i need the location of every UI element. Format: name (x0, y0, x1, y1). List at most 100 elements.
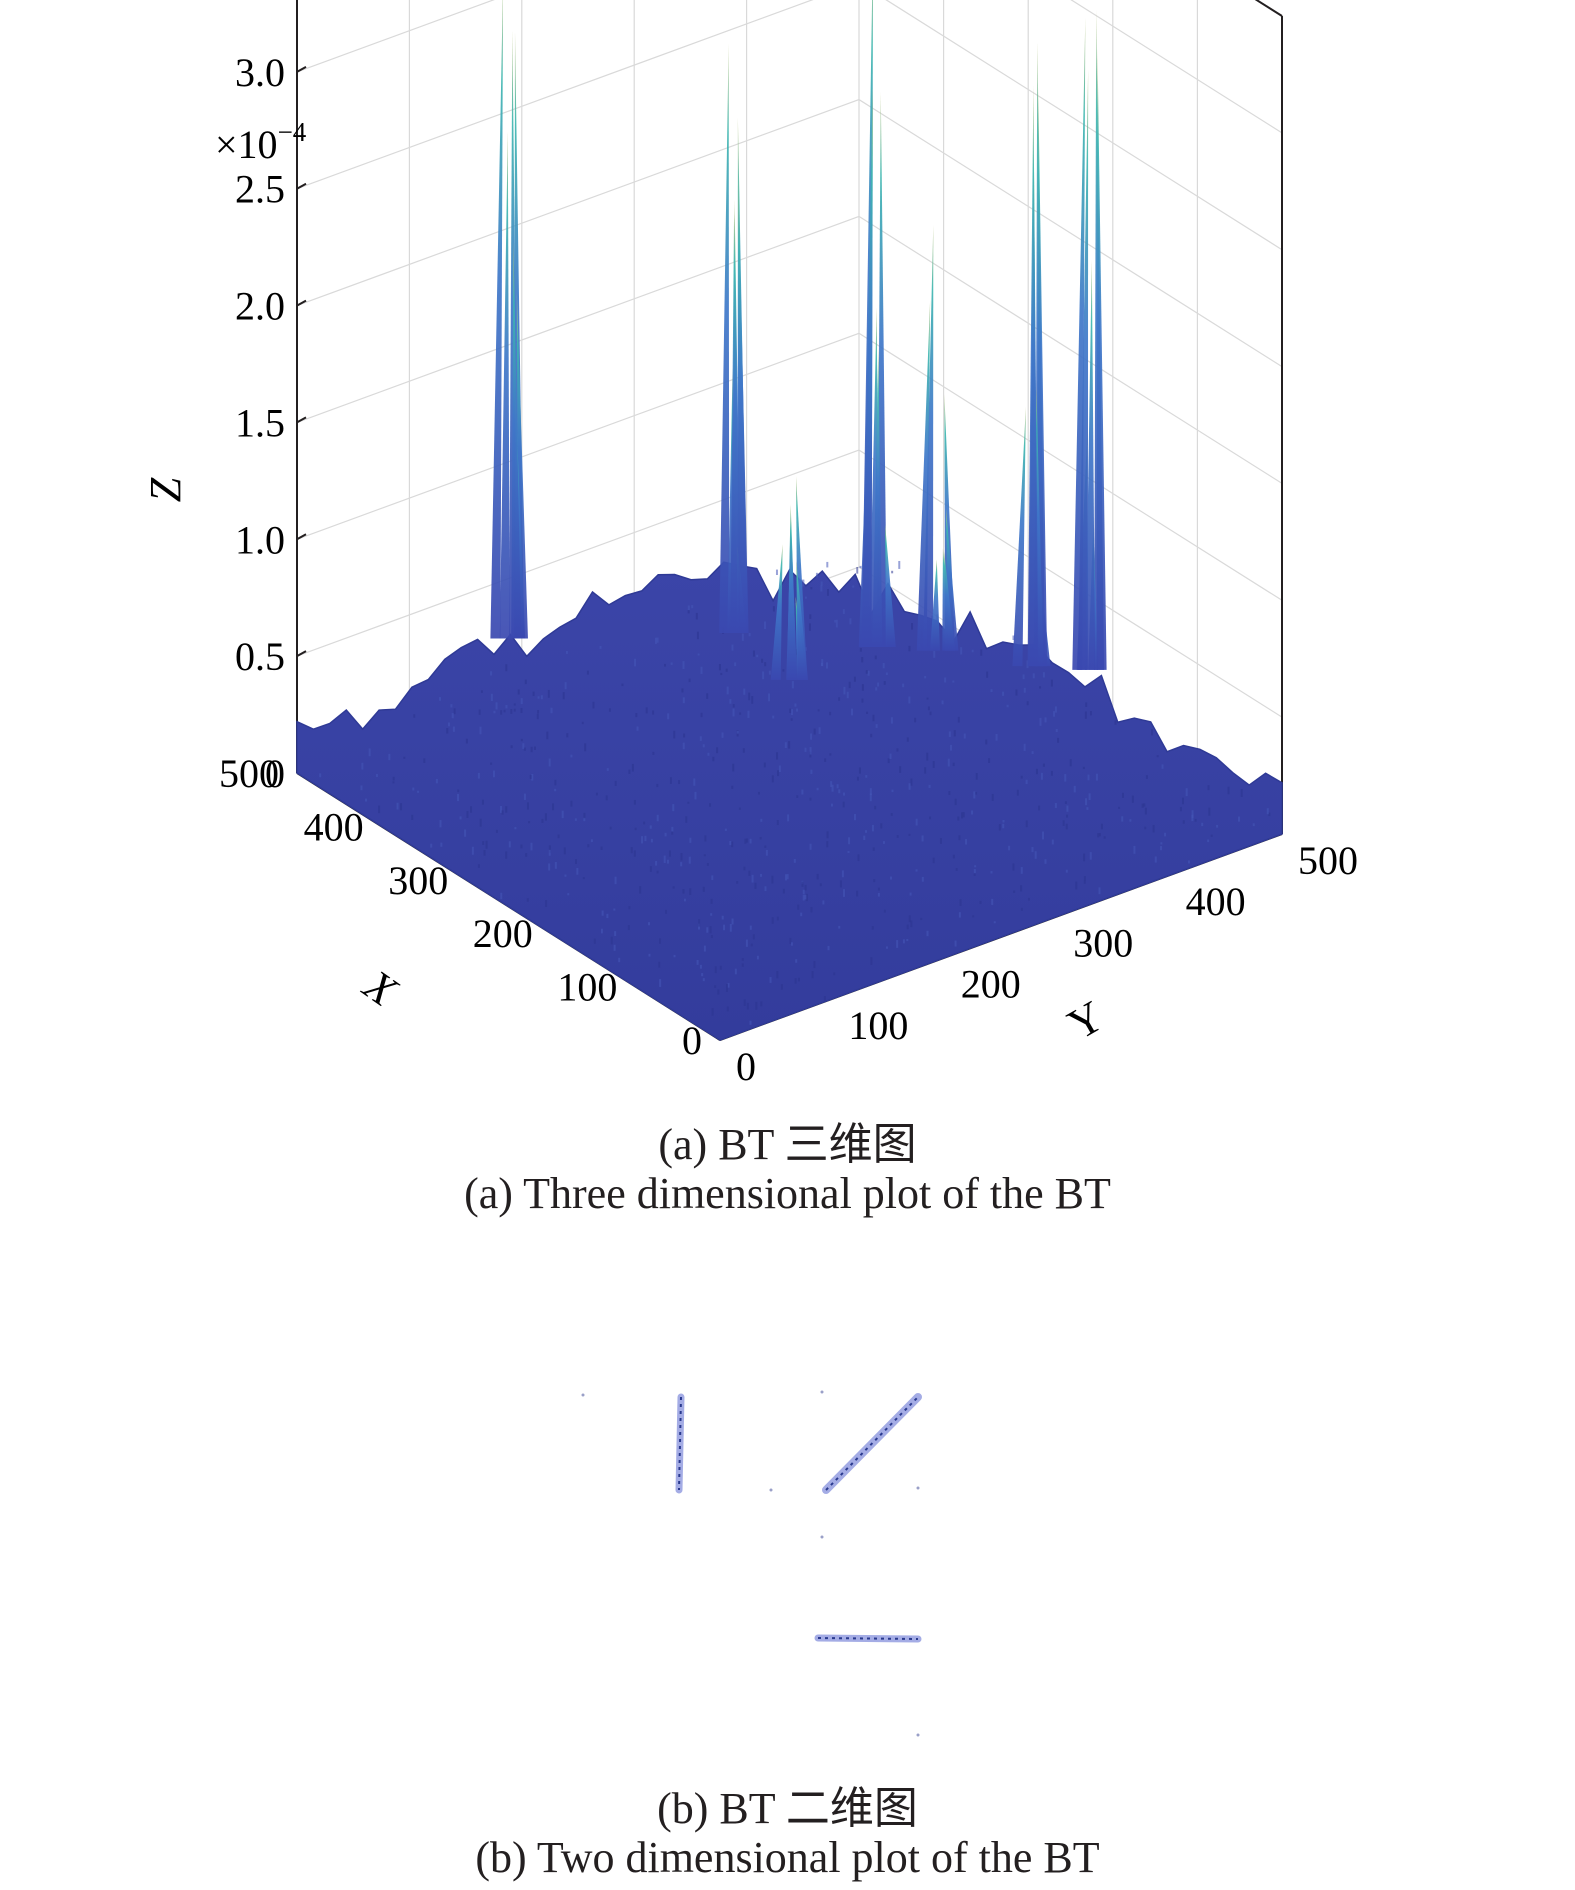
surface-noise (965, 839, 968, 845)
surface-noise (801, 881, 804, 887)
surface-noise (743, 999, 746, 1006)
bt-stray-dot (916, 1733, 920, 1737)
surface-noise (809, 614, 812, 619)
surface-noise (764, 845, 767, 848)
surface-noise (1042, 672, 1045, 678)
surface-noise (446, 728, 449, 734)
surface-noise (1088, 793, 1091, 800)
surface-noise (505, 806, 508, 813)
surface-noise (771, 775, 774, 783)
surface-noise (1145, 775, 1148, 779)
surface-noise (650, 838, 653, 843)
surface-noise (985, 739, 988, 745)
surface-noise (974, 865, 977, 868)
surface-noise (790, 709, 793, 716)
surface-noise (788, 741, 791, 749)
surface-noise (659, 938, 662, 944)
surface-noise (932, 761, 935, 768)
surface-noise (610, 936, 613, 945)
surface-noise (514, 827, 517, 830)
surface-noise (804, 884, 807, 891)
surface-noise (1042, 831, 1045, 840)
surface-noise (902, 683, 905, 688)
surface-noise (870, 957, 873, 965)
bt-stray-dot (769, 1488, 773, 1492)
surface-noise (809, 797, 812, 801)
surface-noise (483, 850, 486, 856)
surface-noise (687, 605, 690, 611)
surface-noise (495, 702, 498, 710)
surface-noise (816, 873, 819, 880)
surface-noise (576, 867, 579, 875)
surface-noise (808, 623, 811, 631)
surface-noise (741, 958, 744, 961)
surface-noise (874, 805, 877, 810)
surface-noise (929, 816, 932, 820)
surface-noise (929, 711, 932, 716)
surface-noise (490, 762, 493, 765)
surface-noise (652, 751, 655, 755)
surface-noise (1201, 822, 1204, 827)
surface-noise (958, 835, 961, 841)
z-tick-label: 0.5 (235, 634, 285, 679)
surface-noise (948, 791, 951, 795)
surface-noise (1121, 816, 1124, 822)
surface-noise (954, 798, 957, 806)
surface-noise (810, 906, 813, 913)
surface-noise (1191, 810, 1194, 819)
x-tick-label: 200 (473, 911, 533, 956)
surface-noise (648, 953, 651, 957)
surface-noise (724, 828, 727, 831)
peak-cluster (490, 0, 528, 639)
surface-noise (842, 801, 845, 808)
surface-noise (633, 850, 636, 857)
surface-noise (1020, 907, 1023, 911)
surface-noise (856, 567, 859, 574)
surface-noise (926, 697, 929, 700)
surface-noise (1144, 807, 1147, 815)
peak-spike (511, 241, 522, 639)
surface-noise (763, 762, 766, 768)
surface-noise (749, 1020, 752, 1025)
surface-noise (720, 672, 723, 676)
surface-noise (1098, 887, 1101, 895)
surface-noise (1154, 856, 1157, 863)
surface-noise (673, 954, 676, 958)
surface-noise (480, 690, 483, 693)
surface-noise (682, 697, 685, 704)
surface-noise (459, 816, 462, 820)
surface-noise (816, 787, 819, 791)
surface-noise (772, 606, 775, 612)
z-gridline (296, 0, 1283, 134)
surface-noise (848, 837, 851, 845)
surface-noise (711, 875, 714, 881)
peak-cluster (1012, 41, 1051, 667)
surface-noise (748, 632, 751, 637)
surface-noise (608, 708, 611, 712)
surface-noise (1227, 786, 1230, 795)
surface-noise (528, 821, 531, 824)
surface-noise (899, 766, 902, 773)
surface-noise (319, 773, 322, 778)
surface-noise (921, 835, 924, 842)
surface-noise (725, 668, 728, 672)
surface-noise (554, 788, 557, 792)
surface-noise (470, 806, 473, 813)
surface-noise (843, 686, 846, 695)
surface-noise (552, 803, 555, 811)
surface-noise (513, 708, 516, 712)
surface-noise (776, 752, 779, 760)
surface-noise (550, 707, 553, 714)
z-tick-label: 1.0 (235, 517, 285, 562)
surface-noise (1035, 768, 1038, 775)
surface-noise (644, 835, 647, 842)
surface-noise (671, 826, 674, 832)
surface-noise (771, 875, 774, 884)
surface-noise (703, 945, 706, 952)
surface-noise (1208, 807, 1211, 816)
surface-noise (762, 671, 765, 680)
surface-noise (1023, 743, 1026, 751)
surface-noise (654, 637, 657, 644)
surface-noise (1179, 806, 1182, 812)
surface-noise (505, 851, 508, 859)
